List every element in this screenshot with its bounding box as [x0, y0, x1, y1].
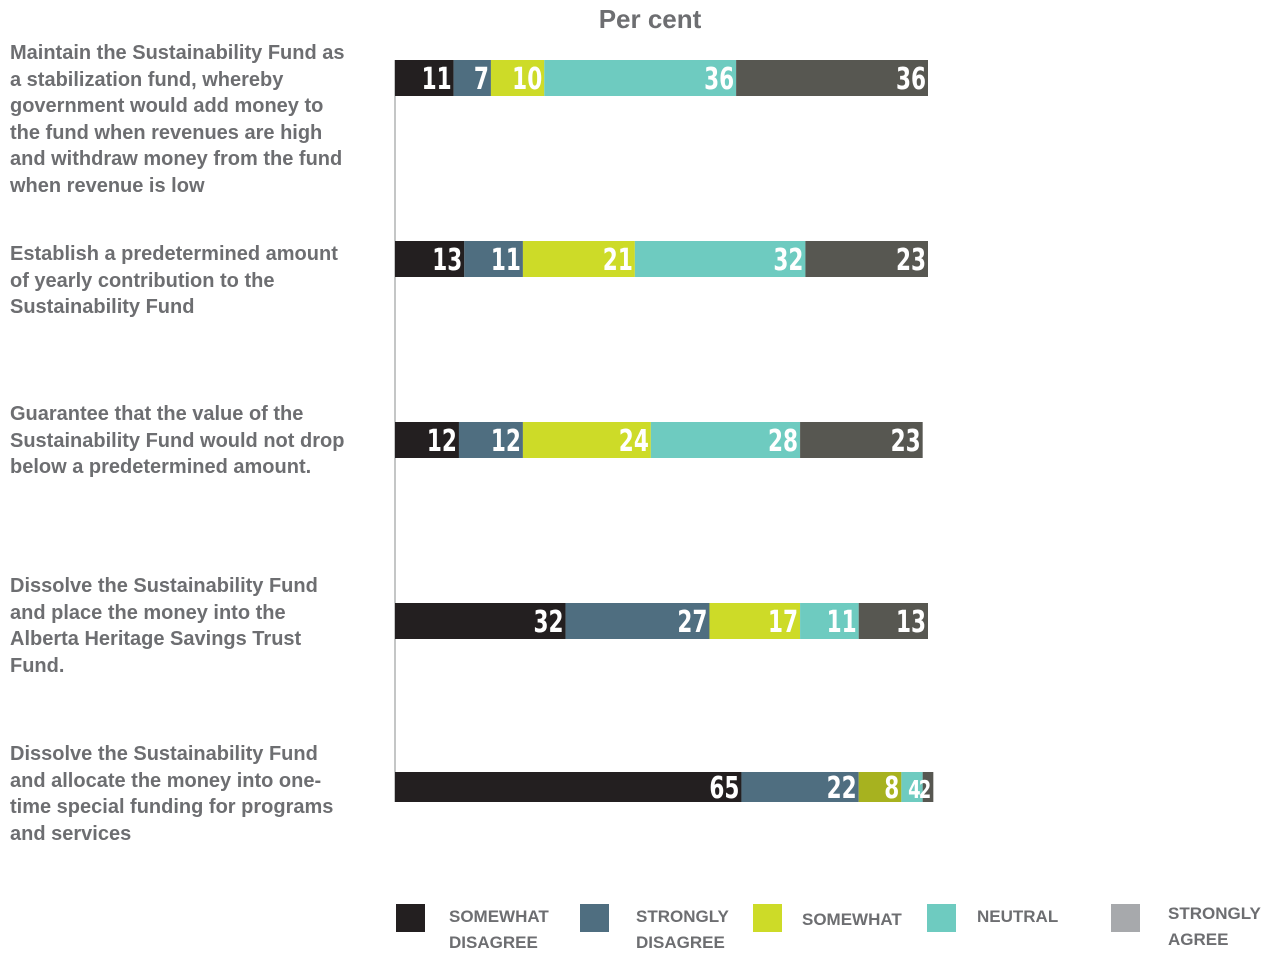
category-label-5: Dissolve the Sustainability Fund and all…: [10, 743, 334, 845]
bar-segment: [544, 60, 737, 96]
bar-value-label: 17: [768, 606, 798, 640]
legend-swatch: [927, 904, 956, 932]
bar-value-label: 24: [619, 425, 649, 459]
bar-segment: [522, 422, 651, 458]
bar-value-label: 13: [432, 244, 462, 278]
legend-label: DISAGREE: [449, 933, 538, 952]
bar-segment: [805, 241, 928, 277]
bar-value-label: 8: [884, 772, 899, 806]
bar-value-label: 12: [491, 425, 521, 459]
legend-swatch: [1111, 904, 1140, 932]
category-label-2: Establish a predetermined amount of year…: [10, 243, 338, 318]
category-label-1: Maintain the Sustainability Fund as a st…: [10, 42, 345, 197]
bar-segment: [800, 603, 859, 639]
legend-swatch: [396, 904, 425, 932]
bar-segment: [522, 241, 635, 277]
bar-value-label: 23: [891, 425, 921, 459]
legend-label: SOMEWHAT: [449, 907, 549, 926]
bar-value-label: 7: [474, 63, 489, 97]
bar-segment: [395, 422, 459, 458]
bar-value-label: 11: [422, 63, 452, 97]
bar-value-label: 21: [603, 244, 633, 278]
bar-segment: [395, 772, 742, 802]
bar-segment: [922, 772, 934, 802]
bar-value-label: 36: [704, 63, 734, 97]
bar-segment: [901, 772, 923, 802]
bar-value-label: 36: [896, 63, 926, 97]
bar-segment: [395, 241, 465, 277]
bar-value-label: 4: [908, 776, 921, 805]
bar-value-label: 23: [896, 244, 926, 278]
legend-swatch: [753, 904, 782, 932]
legend-label: SOMEWHAT: [802, 910, 902, 929]
bar-value-label: 22: [827, 772, 857, 806]
bar-segment: [395, 603, 566, 639]
bar-segment: [490, 60, 545, 96]
bar-value-label: 28: [768, 425, 798, 459]
bar-segment: [634, 241, 806, 277]
bar-segment: [395, 60, 454, 96]
bar-value-label: 13: [896, 606, 926, 640]
bar-value-label: 2: [919, 776, 932, 805]
category-label-3: Guarantee that the value of the Sustaina…: [10, 403, 345, 478]
bar-segment: [736, 60, 928, 96]
bar-segment: [565, 603, 710, 639]
legend-label: STRONGLY: [636, 907, 729, 926]
legend-label: DISAGREE: [636, 933, 725, 952]
bar-segment: [464, 241, 523, 277]
bar-value-label: 10: [512, 63, 542, 97]
legend-label: NEUTRAL: [977, 907, 1059, 926]
bar-segment: [453, 60, 491, 96]
bar-segment: [800, 422, 923, 458]
chart-title: Per cent: [598, 4, 702, 34]
bar-segment: [741, 772, 859, 802]
bar-segment: [709, 603, 801, 639]
bar-value-label: 65: [709, 772, 739, 806]
legend-swatch: [580, 904, 609, 932]
bar-segment: [650, 422, 801, 458]
stacked-bar-plot: 11 7 10 36 36 13 11 21 32 23 12 12 24 28 23 32 27 17 11 13 6…: [394, 60, 934, 806]
category-label-4: Dissolve the Sustainability Fund and pla…: [10, 575, 318, 677]
bar-value-label: 32: [773, 244, 803, 278]
bar-value-label: 12: [427, 425, 457, 459]
legend-label: STRONGLY: [1168, 904, 1261, 923]
bar-value-label: 32: [534, 606, 564, 640]
bar-value-label: 11: [491, 244, 521, 278]
bar-value-label: 27: [677, 606, 707, 640]
bar-segment: [858, 772, 902, 802]
bar-value-label: 11: [827, 606, 857, 640]
bar-segment: [458, 422, 523, 458]
legend-label: AGREE: [1168, 930, 1229, 949]
bar-segment: [858, 603, 928, 639]
